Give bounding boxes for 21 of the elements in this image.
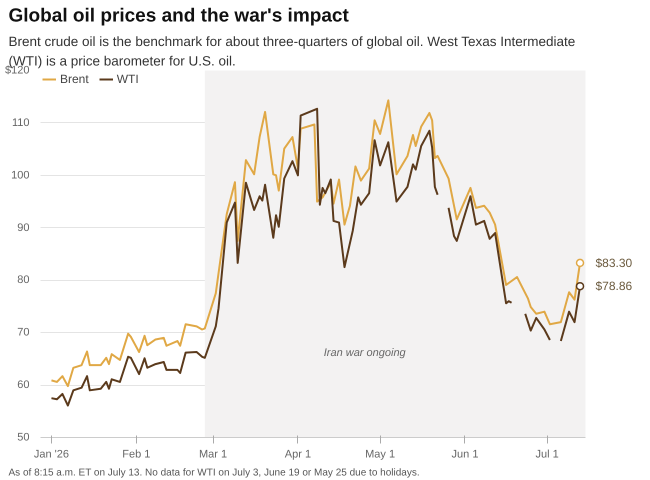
text: As of 8:15 a.m. ET on July 13. No data for WTI on July 3, June 19 or May 25 due to holidays. — [8, 468, 420, 478]
annotation: $83.30 — [596, 256, 633, 270]
band-label: Iran war ongoing — [324, 347, 407, 360]
y-tick-label: 100 — [11, 169, 30, 182]
chart-title: Global oil prices and the war's impact — [8, 6, 350, 26]
legend-label: Brent — [60, 72, 89, 86]
x-tick-label: Apr 1 — [284, 448, 312, 460]
x-tick-label: Jun 1 — [452, 448, 478, 460]
y-tick-label: 60 — [17, 379, 30, 392]
y-tick-label: 70 — [17, 326, 30, 339]
x-tick-label: Mar 1 — [198, 448, 228, 460]
x-tick-label: Jul 1 — [536, 448, 559, 460]
y-tick-label: 50 — [17, 432, 30, 444]
legend-label: WTI — [116, 72, 139, 86]
annotation: $78.86 — [596, 279, 633, 294]
y-tick-label: 90 — [17, 222, 30, 234]
x-tick-label: May 1 — [365, 448, 396, 460]
x-tick-label: Jan '26 — [34, 448, 70, 460]
y-tick-label: 80 — [17, 274, 30, 286]
y-tick-label: 110 — [12, 116, 30, 129]
x-tick-label: Feb 1 — [122, 448, 150, 460]
